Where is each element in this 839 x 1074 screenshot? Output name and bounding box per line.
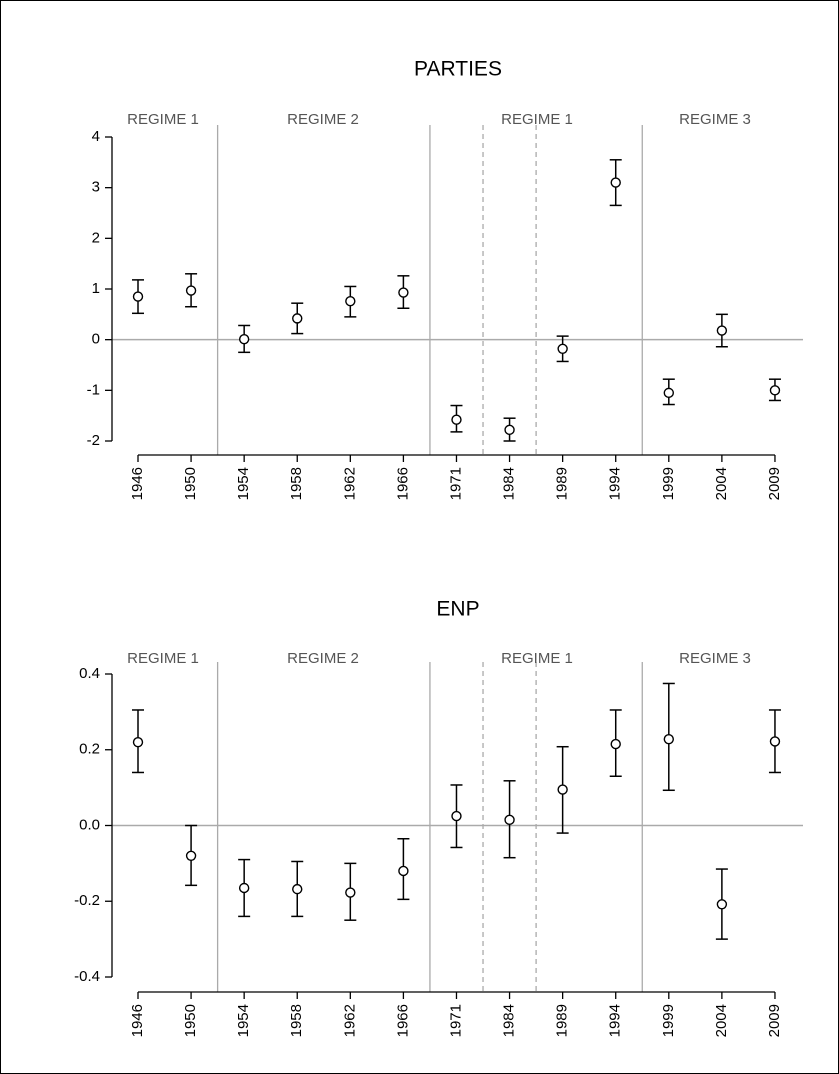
x-tick-label: 1962 [341,467,358,500]
point [610,177,621,188]
x-tick-label: 1958 [288,467,305,500]
point [504,814,515,826]
y-tick-label: -1 [87,381,100,398]
chart-title: ENP [436,598,479,621]
y-tick-label: 0.2 [79,741,100,758]
x-tick-label: 1999 [660,467,677,500]
point [185,285,197,296]
point [398,287,409,298]
point [292,883,303,895]
x-tick-label: 1946 [129,1004,146,1037]
y-tick-label: -0.2 [74,892,100,909]
y-tick-label: 2 [92,229,100,246]
point [769,385,781,396]
point [185,850,197,861]
point [345,295,356,307]
y-tick-label: 0.4 [79,665,100,682]
x-tick-label: 1954 [235,1004,252,1037]
point [292,313,303,324]
x-tick-label: 1999 [660,1004,677,1037]
y-tick-label: 1 [92,280,100,297]
x-tick-label: 1954 [235,467,252,500]
regime-label: REGIME 1 [501,650,573,667]
x-tick-label: 1984 [501,467,518,500]
x-tick-label: 1946 [129,467,146,500]
x-tick-label: 1989 [554,1004,571,1037]
x-tick-label: 1966 [394,1004,411,1037]
point [504,424,515,436]
regime-label: REGIME 3 [679,111,751,128]
point [769,736,781,747]
x-tick-label: 1966 [394,467,411,500]
point [610,738,621,750]
x-tick-label: 1994 [607,1004,624,1037]
point [238,882,250,894]
y-tick-label: 0 [92,331,100,348]
x-tick-label: 2009 [766,1004,783,1037]
point [557,343,568,354]
point [398,865,409,877]
point [238,333,250,345]
x-tick-label: 2004 [713,467,730,500]
x-tick-label: 1989 [554,467,571,500]
x-tick-label: 1958 [288,1004,305,1037]
x-tick-label: 1971 [447,1004,464,1037]
x-tick-label: 1971 [447,467,464,500]
x-tick-label: 1984 [501,1004,518,1037]
regime-label: REGIME 2 [287,650,359,667]
x-tick-label: 2009 [766,467,783,500]
regime-label: REGIME 1 [127,111,199,128]
regime-label: REGIME 1 [501,111,573,128]
x-tick-label: 1962 [341,1004,358,1037]
y-tick-label: -0.4 [74,968,100,985]
y-tick-label: -2 [87,432,100,449]
point [451,414,462,425]
point [451,810,462,822]
x-tick-label: 1950 [182,467,199,500]
x-tick-label: 1950 [182,1004,199,1037]
x-tick-label: 2004 [713,1004,730,1037]
point [663,387,674,399]
point [345,887,356,898]
point [716,899,728,910]
point [132,736,144,748]
y-tick-label: 0.0 [79,816,100,833]
point [557,784,568,795]
point [716,325,728,336]
regime-label: REGIME 1 [127,650,199,667]
point [132,291,144,302]
regime-label: REGIME 2 [287,111,359,128]
y-tick-label: 4 [92,128,100,145]
chart-title: PARTIES [414,58,502,81]
regime-label: REGIME 3 [679,650,751,667]
point [663,733,674,745]
y-tick-label: 3 [92,179,100,196]
x-tick-label: 1994 [607,467,624,500]
